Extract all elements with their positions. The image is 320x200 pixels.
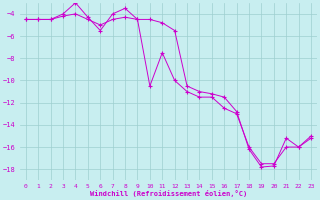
- X-axis label: Windchill (Refroidissement éolien,°C): Windchill (Refroidissement éolien,°C): [90, 190, 247, 197]
